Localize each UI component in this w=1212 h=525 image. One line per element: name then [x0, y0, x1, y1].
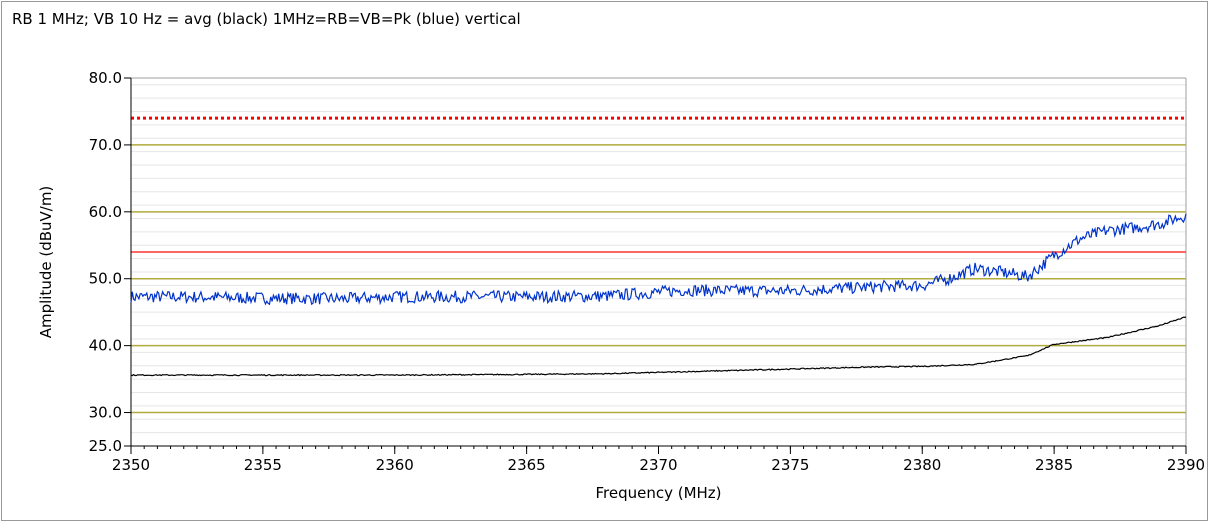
x-tick-label: 2350 [112, 456, 150, 474]
x-tick-label: 2385 [1035, 456, 1073, 474]
x-tick-label: 2365 [508, 456, 546, 474]
series-line-average [130, 316, 1187, 377]
x-tick-label: 2360 [376, 456, 414, 474]
x-axis-title: Frequency (MHz) [595, 484, 721, 502]
x-tick-label: 2390 [1167, 456, 1205, 474]
y-tick-label: 50.0 [89, 270, 122, 288]
y-tick-label: 70.0 [89, 136, 122, 154]
series-line-peak [130, 213, 1187, 306]
y-tick-label: 25.0 [89, 437, 122, 455]
y-tick-label: 30.0 [89, 404, 122, 422]
y-axis-title: Amplitude (dBuV/m) [37, 186, 55, 339]
y-tick-label: 80.0 [89, 69, 122, 87]
x-tick-label: 2355 [244, 456, 282, 474]
y-tick-label: 40.0 [89, 337, 122, 355]
y-tick-label: 60.0 [89, 203, 122, 221]
chart-title: RB 1 MHz; VB 10 Hz = avg (black) 1MHz=RB… [12, 10, 521, 28]
x-tick-label: 2370 [639, 456, 677, 474]
x-tick-label: 2380 [903, 456, 941, 474]
x-tick-label: 2375 [771, 456, 809, 474]
